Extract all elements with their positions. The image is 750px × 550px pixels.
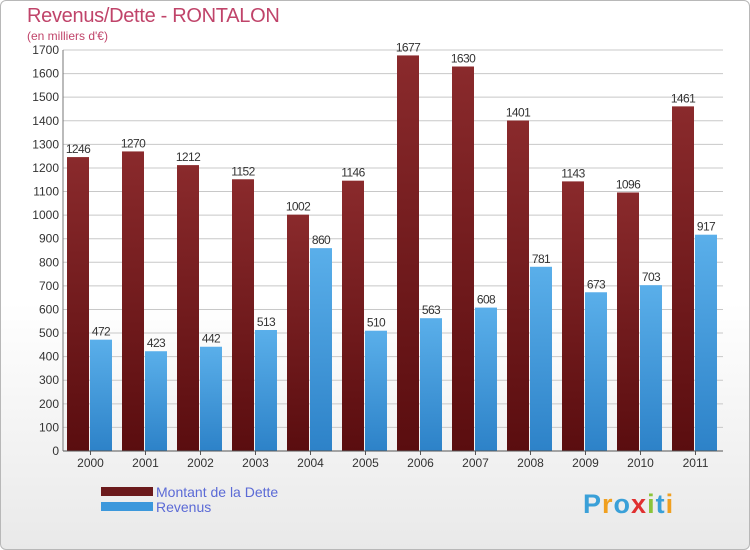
x-tick-label: 2011 [683, 456, 709, 470]
legend-label-revenue: Revenus [156, 499, 212, 515]
chart-title: Revenus/Dette - RONTALON [27, 5, 280, 27]
y-tick-label: 1500 [32, 90, 59, 104]
label-layer: 1246 472 1270 423 1212 442 1152 513 1002 860 1146 5… [66, 40, 717, 350]
y-tick-label: 1000 [32, 208, 59, 222]
bar-debt [452, 66, 474, 451]
bar-revenue [640, 285, 662, 451]
y-tick-label: 0 [52, 444, 59, 458]
data-label-debt: 1212 [176, 150, 201, 164]
axis-layer: 0 100 200 300 400 500 600 700 800 900 1000 1100 1200… [32, 43, 723, 470]
chart-subtitle: (en milliers d'€) [27, 29, 108, 43]
logo-letter: x [631, 489, 648, 519]
y-tick-label: 1100 [33, 185, 59, 199]
logo-letter: P [583, 489, 603, 519]
x-tick-label: 2000 [77, 456, 104, 470]
bar-revenue [90, 339, 112, 451]
logo-letter: t [655, 489, 666, 519]
bar-debt [672, 106, 694, 451]
x-tick-label: 2008 [517, 456, 544, 470]
y-tick-label: 800 [39, 255, 59, 269]
bar-debt [562, 181, 584, 451]
logo-letter: o [613, 489, 632, 519]
data-label-debt: 1630 [451, 52, 476, 66]
y-tick-label: 1600 [32, 67, 59, 81]
bar-revenue [145, 351, 167, 451]
x-tick-label: 2004 [297, 456, 324, 470]
data-label-revenue: 860 [312, 233, 331, 247]
data-label-revenue: 917 [697, 220, 716, 234]
y-tick-label: 600 [39, 302, 59, 316]
bar-revenue [475, 307, 497, 451]
x-tick-label: 2006 [407, 456, 434, 470]
data-label-debt: 1152 [231, 164, 255, 178]
data-label-debt: 1401 [506, 106, 531, 120]
bar-revenue [695, 234, 717, 451]
bar-revenue [255, 329, 277, 451]
legend-swatch-revenue [101, 502, 153, 511]
bar-debt [342, 180, 364, 451]
logo-letter: i [665, 489, 675, 519]
data-label-debt: 1143 [561, 166, 585, 180]
y-tick-label: 500 [39, 326, 59, 340]
x-tick-label: 2003 [242, 456, 269, 470]
bar-debt [507, 120, 529, 452]
y-tick-label: 100 [39, 420, 59, 434]
data-label-debt: 1146 [341, 166, 365, 180]
bar-debt [177, 165, 199, 451]
x-tick-label: 2002 [187, 456, 214, 470]
bar-debt [67, 157, 89, 452]
bar-revenue [420, 318, 442, 451]
x-tick-label: 2001 [132, 456, 159, 470]
data-label-debt: 1002 [286, 200, 311, 214]
x-tick-label: 2005 [352, 456, 379, 470]
y-tick-label: 200 [39, 397, 59, 411]
y-tick-label: 400 [39, 350, 59, 364]
bar-revenue [200, 346, 222, 451]
logo-letter: i [647, 489, 656, 519]
proxiti-logo: Proxiti [583, 489, 674, 520]
y-tick-label: 700 [39, 279, 59, 293]
bar-layer [67, 55, 717, 452]
data-label-revenue: 563 [422, 303, 441, 317]
y-tick-label: 1200 [32, 161, 59, 175]
data-label-debt: 1461 [671, 91, 696, 105]
bar-debt [397, 55, 419, 451]
legend-label-debt: Montant de la Dette [156, 484, 279, 500]
data-label-debt: 1677 [396, 40, 421, 54]
x-tick-label: 2009 [572, 456, 599, 470]
bar-revenue [585, 292, 607, 451]
bar-debt [232, 179, 254, 451]
y-tick-label: 1400 [32, 114, 59, 128]
data-label-debt: 1246 [66, 142, 91, 156]
data-label-debt: 1270 [121, 136, 146, 150]
data-label-revenue: 510 [367, 316, 386, 330]
data-label-revenue: 608 [477, 293, 496, 307]
logo-letter: r [602, 489, 614, 519]
data-label-revenue: 673 [587, 277, 606, 291]
data-label-revenue: 442 [202, 332, 221, 346]
data-label-revenue: 703 [642, 270, 661, 284]
y-tick-label: 1300 [32, 137, 59, 151]
x-tick-label: 2007 [462, 456, 489, 470]
data-label-revenue: 781 [532, 252, 551, 266]
data-label-revenue: 423 [147, 336, 166, 350]
data-label-revenue: 472 [92, 325, 111, 339]
data-label-revenue: 513 [257, 315, 276, 329]
bar-revenue [310, 248, 332, 451]
bar-debt [122, 151, 144, 451]
bar-debt [287, 214, 309, 451]
bar-revenue [530, 266, 552, 451]
y-tick-label: 900 [39, 232, 59, 246]
bar-revenue [365, 330, 387, 451]
y-tick-label: 1700 [32, 43, 59, 57]
y-tick-label: 300 [39, 373, 59, 387]
data-label-debt: 1096 [616, 177, 641, 191]
x-tick-label: 2010 [627, 456, 654, 470]
bar-debt [617, 192, 639, 451]
legend-swatch-debt [101, 487, 153, 496]
grid-layer [63, 49, 723, 452]
